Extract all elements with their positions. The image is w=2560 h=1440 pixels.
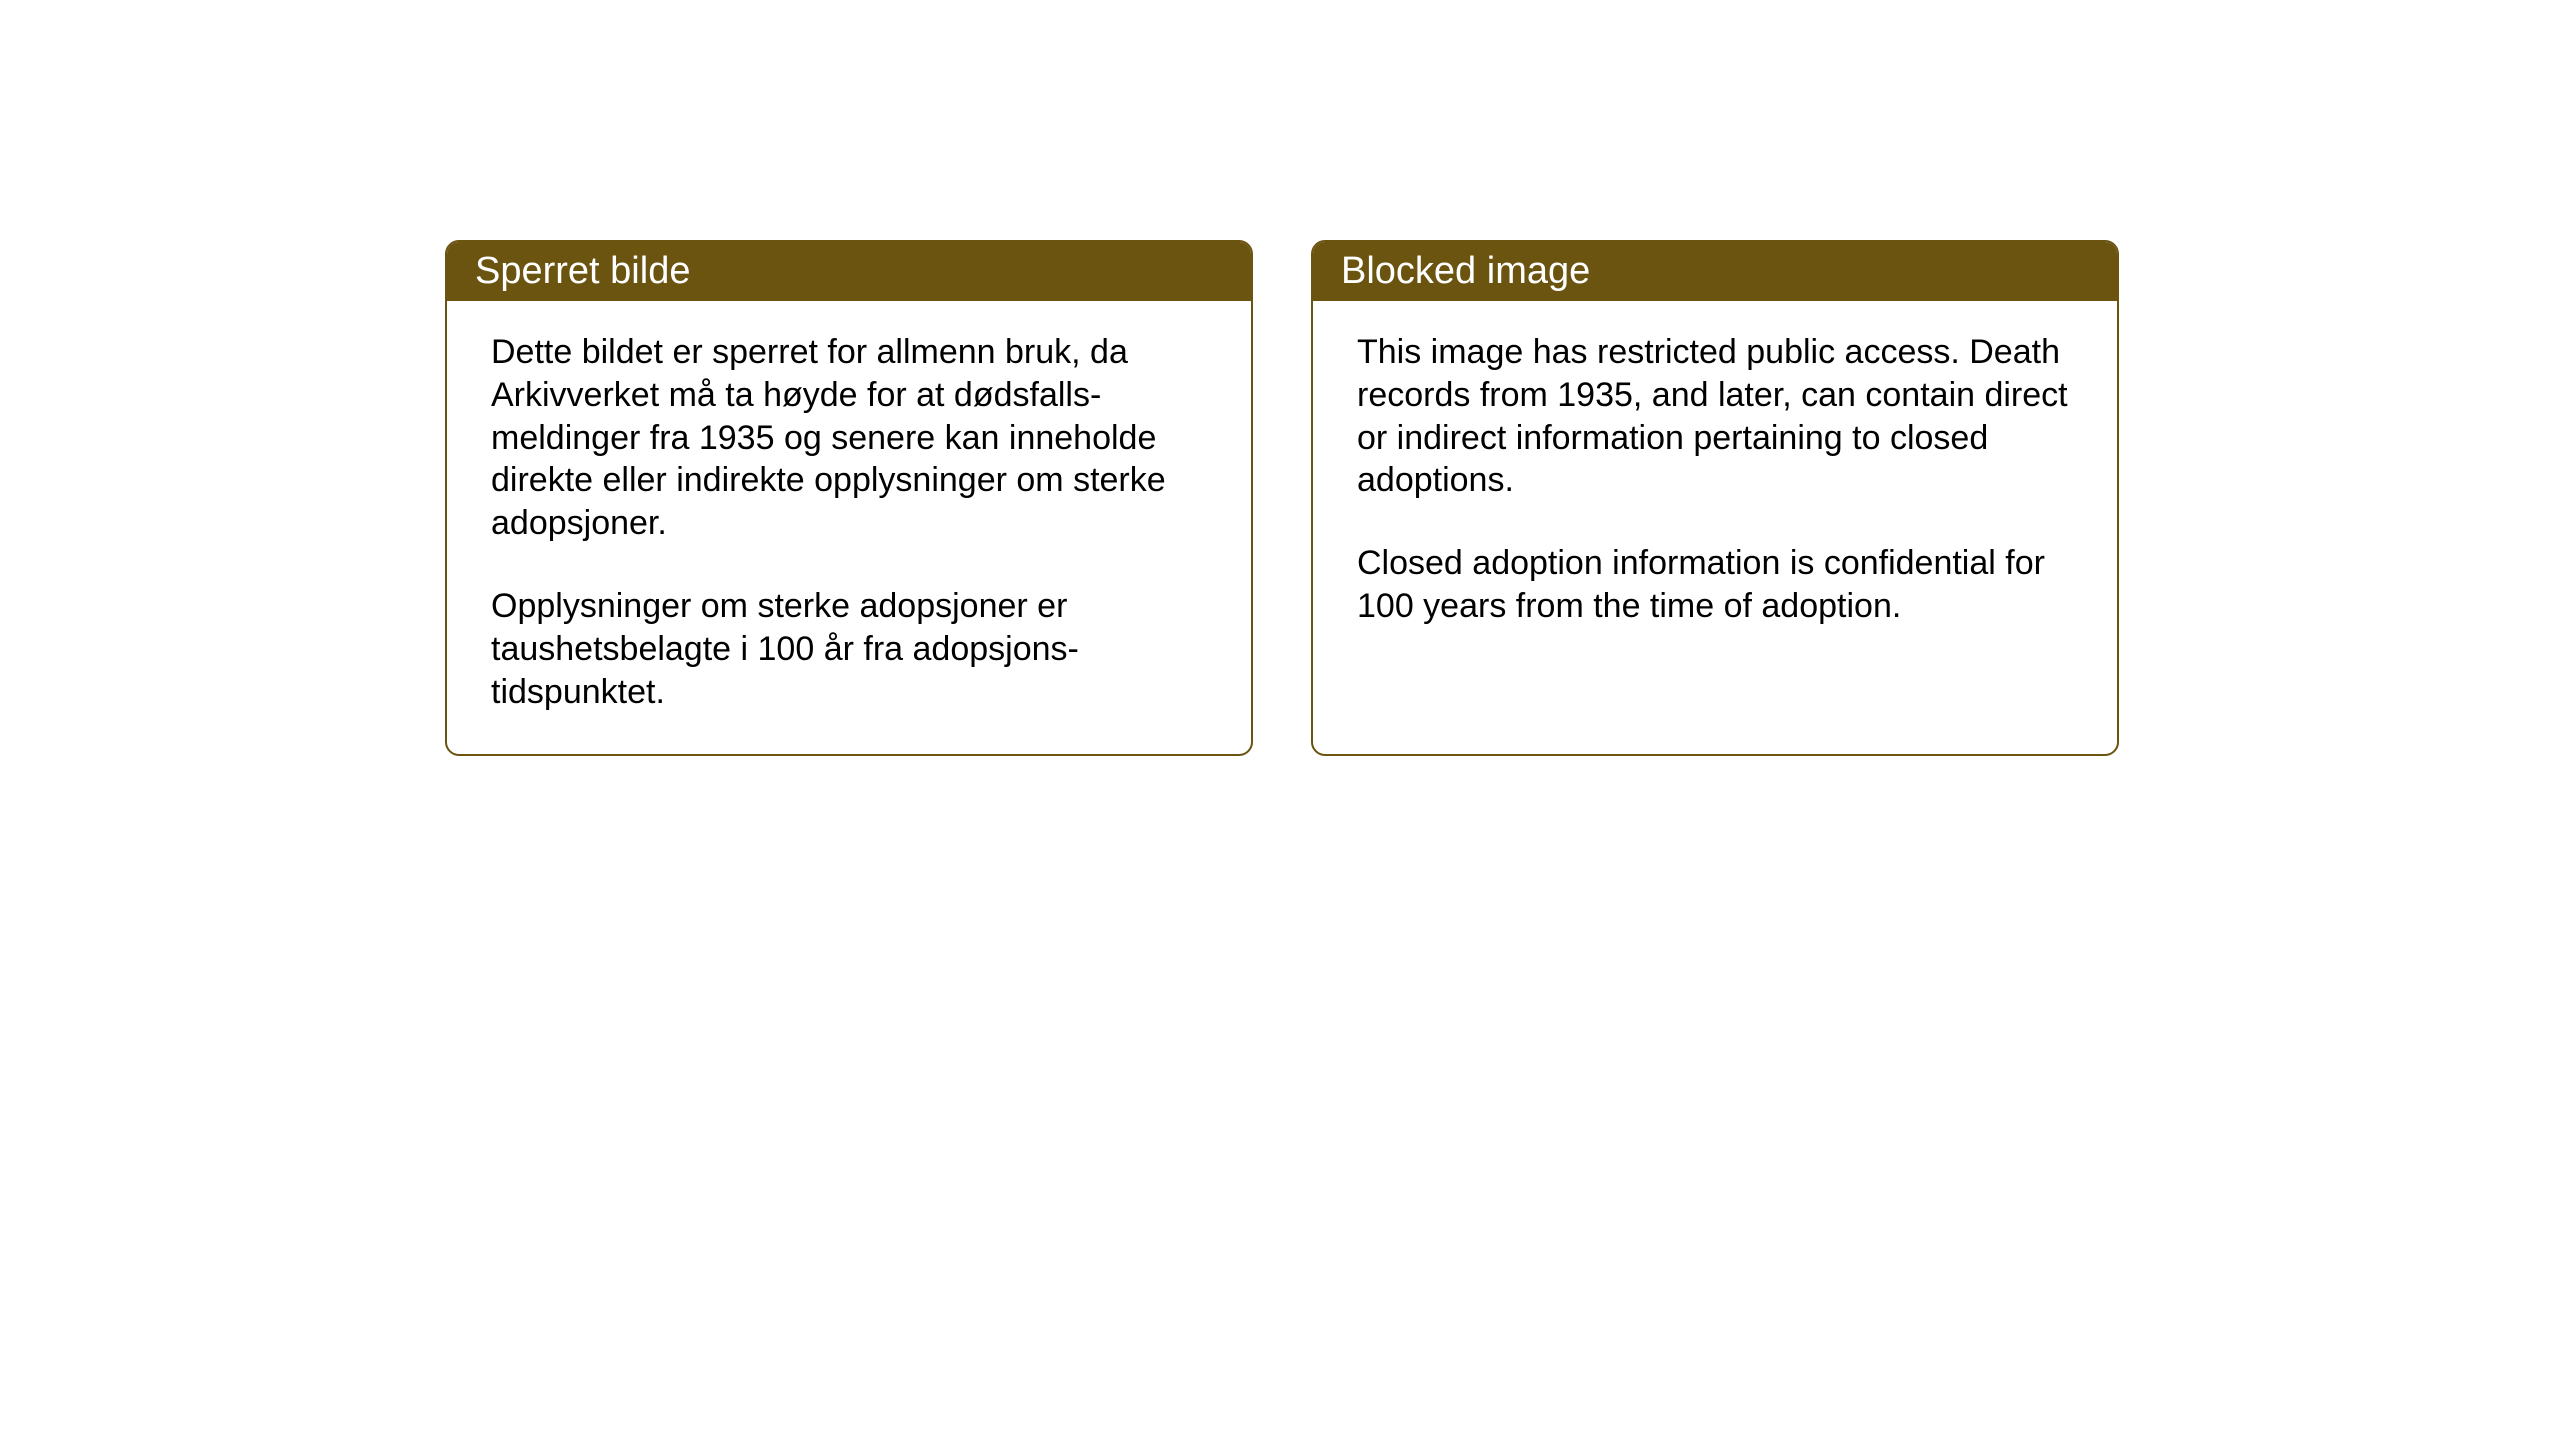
notice-card-english: Blocked image This image has restricted …: [1311, 240, 2119, 756]
paragraph-2-english: Closed adoption information is confident…: [1357, 542, 2073, 628]
paragraph-2-norwegian: Opplysninger om sterke adopsjoner er tau…: [491, 585, 1207, 713]
card-body-english: This image has restricted public access.…: [1313, 301, 2117, 668]
card-body-norwegian: Dette bildet er sperret for allmenn bruk…: [447, 301, 1251, 754]
card-header-english: Blocked image: [1313, 242, 2117, 301]
paragraph-1-english: This image has restricted public access.…: [1357, 331, 2073, 502]
notice-container: Sperret bilde Dette bildet er sperret fo…: [445, 240, 2119, 756]
paragraph-1-norwegian: Dette bildet er sperret for allmenn bruk…: [491, 331, 1207, 545]
card-header-norwegian: Sperret bilde: [447, 242, 1251, 301]
notice-card-norwegian: Sperret bilde Dette bildet er sperret fo…: [445, 240, 1253, 756]
